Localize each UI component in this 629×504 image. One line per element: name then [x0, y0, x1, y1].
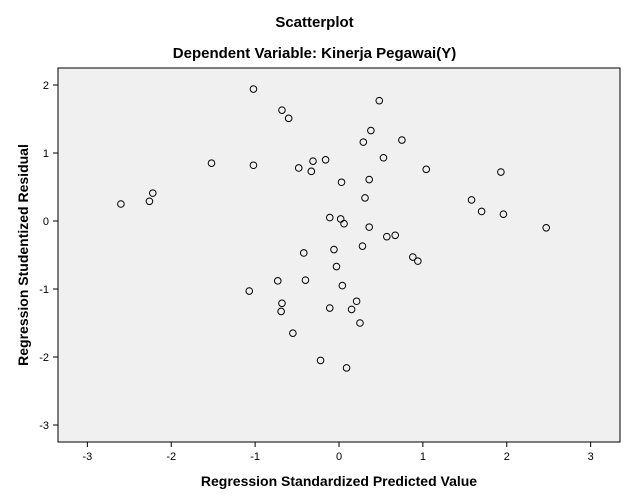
x-tick-label: 1: [420, 451, 426, 463]
data-point: [497, 168, 505, 176]
data-point: [379, 153, 388, 162]
y-tick-label: -3: [39, 420, 49, 432]
x-tick-label: -1: [250, 451, 260, 463]
y-axis: -3 -2 -1 0 1 2: [39, 80, 58, 432]
data-point: [294, 164, 303, 172]
data-point: [337, 178, 346, 187]
x-tick-label: 3: [588, 451, 594, 463]
data-points: [117, 85, 550, 372]
data-point: [356, 319, 364, 327]
y-tick-label: -1: [39, 284, 49, 296]
data-point: [278, 299, 286, 308]
data-point: [542, 224, 550, 232]
data-point: [477, 207, 486, 216]
data-point: [299, 249, 308, 257]
data-point: [273, 277, 282, 285]
y-tick-label: 1: [43, 148, 49, 160]
data-point: [499, 210, 508, 218]
data-point: [148, 189, 157, 197]
data-point: [338, 281, 347, 290]
data-point: [207, 159, 216, 167]
y-tick-label: 0: [43, 216, 49, 228]
data-point: [289, 329, 297, 338]
data-point: [330, 245, 338, 254]
data-point: [409, 253, 417, 261]
data-point: [277, 307, 285, 316]
data-point: [321, 156, 330, 164]
data-point: [342, 364, 351, 372]
x-tick-label: 2: [504, 451, 510, 463]
data-point: [278, 106, 286, 114]
data-point: [375, 96, 384, 105]
data-point: [145, 197, 154, 206]
data-point: [307, 167, 316, 176]
data-point: [316, 356, 325, 365]
data-point: [383, 232, 391, 241]
x-tick-label: 0: [336, 451, 342, 463]
data-point: [325, 304, 334, 312]
y-tick-label: 2: [43, 80, 49, 92]
data-point: [367, 126, 375, 135]
data-point: [340, 219, 348, 228]
data-point: [414, 257, 422, 265]
plot-area: [57, 67, 621, 443]
data-point: [391, 231, 400, 240]
data-point: [361, 194, 369, 202]
x-tick-label: -3: [82, 451, 92, 463]
data-point: [422, 165, 431, 174]
chart-title: Scatterplot: [275, 14, 354, 31]
data-point: [117, 200, 125, 208]
data-point: [301, 276, 310, 284]
data-point: [245, 287, 254, 295]
data-point: [398, 136, 406, 144]
data-point: [358, 242, 367, 250]
data-point: [365, 175, 373, 184]
x-axis: -3 -2 -1 0 1 2 3: [82, 442, 594, 463]
data-point: [332, 262, 341, 271]
data-point: [325, 213, 334, 222]
data-point: [309, 157, 317, 165]
x-axis-title: Regression Standardized Predicted Value: [201, 473, 477, 489]
x-tick-label: -2: [166, 451, 176, 463]
data-point: [467, 196, 476, 204]
y-axis-title: Regression Studentized Residual: [15, 144, 31, 366]
y-tick-label: -2: [39, 352, 49, 364]
data-point: [284, 114, 293, 123]
chart-subtitle: Dependent Variable: Kinerja Pegawai(Y): [172, 45, 457, 62]
data-point: [347, 305, 356, 314]
data-point: [352, 297, 361, 306]
data-point: [249, 85, 258, 93]
data-point: [359, 138, 368, 146]
data-point: [249, 161, 258, 170]
data-point: [365, 223, 373, 231]
